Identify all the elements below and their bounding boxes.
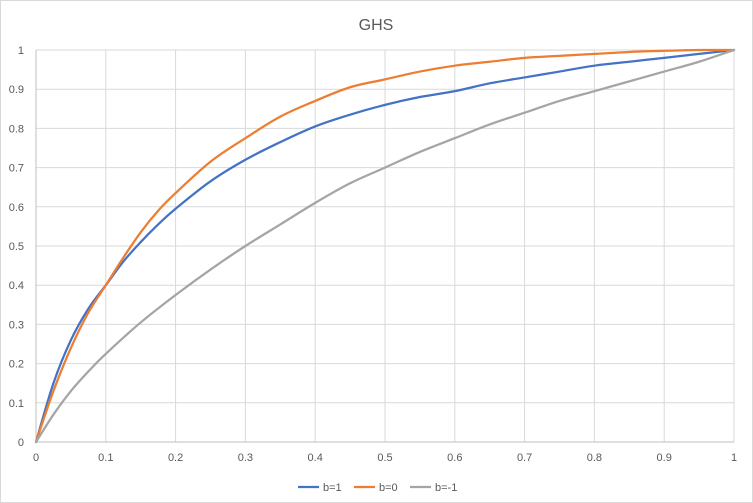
legend-label: b=0	[379, 482, 398, 494]
x-tick-label: 0.1	[98, 452, 113, 464]
x-tick-label: 0.4	[308, 452, 323, 464]
chart-title: GHS	[359, 17, 394, 34]
axes	[35, 50, 734, 443]
y-tick-label: 0.8	[9, 123, 24, 135]
x-tick-label: 0.8	[587, 452, 602, 464]
y-tick-label: 0.3	[9, 319, 24, 331]
x-tick-label: 0.5	[377, 452, 392, 464]
series-lines	[34, 48, 736, 444]
legend: b=1 b=0 b=-1	[298, 482, 457, 494]
y-tick-label: 0.6	[9, 202, 24, 214]
x-tick-label: 0	[33, 452, 39, 464]
x-axis-tick-labels: 0 0.1 0.2 0.3 0.4 0.5 0.6 0.7 0.8 0.9 1	[33, 452, 737, 464]
gridlines	[36, 49, 735, 442]
y-tick-label: 0.2	[9, 359, 24, 371]
x-tick-label: 0.2	[168, 452, 183, 464]
y-tick-label: 1	[18, 45, 24, 57]
legend-label: b=1	[323, 482, 342, 494]
legend-label: b=-1	[435, 482, 457, 494]
x-tick-label: 0.9	[657, 452, 672, 464]
x-tick-label: 1	[731, 452, 737, 464]
y-tick-label: 0.1	[9, 398, 24, 410]
y-axis-tick-labels: 0 0.1 0.2 0.3 0.4 0.5 0.6 0.7 0.8 0.9 1	[9, 45, 24, 449]
y-tick-label: 0.7	[9, 163, 24, 175]
series-line-b-1	[34, 48, 736, 444]
y-tick-label: 0.4	[9, 280, 24, 292]
x-tick-label: 0.3	[238, 452, 253, 464]
y-tick-label: 0.5	[9, 241, 24, 253]
series-line-b-0	[34, 48, 736, 444]
x-tick-label: 0.6	[447, 452, 462, 464]
y-tick-label: 0	[18, 437, 24, 449]
y-tick-label: 0.9	[9, 84, 24, 96]
x-tick-label: 0.7	[517, 452, 532, 464]
